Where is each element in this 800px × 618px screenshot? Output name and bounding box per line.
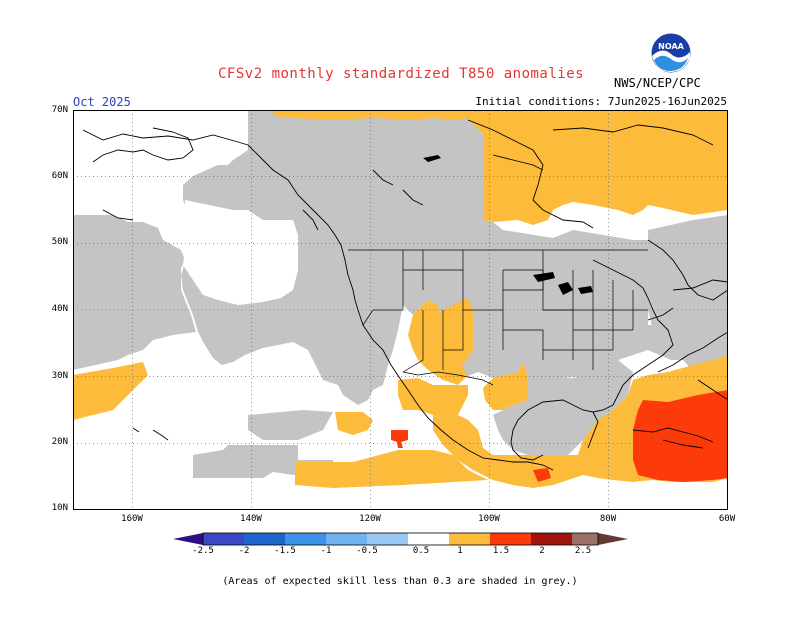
colorbar-label-2: 2: [539, 546, 545, 556]
colorbar-label-1: 1: [457, 546, 463, 556]
colorbar-label-neg2: -2: [238, 546, 250, 556]
colorbar-label-1p5: 1.5: [492, 546, 510, 556]
lon-label-160w: 160W: [121, 514, 143, 524]
map-title: CFSv2 monthly standardized T850 anomalie…: [218, 66, 585, 82]
lon-label-100w: 100W: [478, 514, 500, 524]
lon-label-80w: 80W: [599, 514, 617, 524]
low-skill-shading: [73, 110, 728, 478]
colorbar-label-neg1p5: -1.5: [274, 546, 296, 556]
forecast-month: Oct 2025: [73, 95, 131, 109]
lon-label-60w: 60W: [718, 514, 736, 524]
lakes: [423, 155, 593, 295]
colorbar: [173, 532, 628, 546]
lat-label-60n: 60N: [51, 171, 68, 181]
anomaly-map: [73, 110, 728, 510]
anomaly-1-to-1p5: [391, 390, 728, 482]
lat-label-30n: 30N: [51, 371, 68, 381]
colorbar-label-neg0p5: -0.5: [356, 546, 378, 556]
footnote: (Areas of expected skill less than 0.3 a…: [222, 576, 578, 587]
lat-label-40n: 40N: [51, 304, 68, 314]
lon-label-120w: 120W: [359, 514, 381, 524]
logo-text: NOAA: [658, 42, 684, 51]
lat-label-50n: 50N: [51, 237, 68, 247]
noaa-logo: NOAA: [650, 32, 692, 74]
lat-label-70n: 70N: [51, 105, 68, 115]
map-frame: [73, 110, 728, 510]
colorbar-label-2p5: 2.5: [574, 546, 592, 556]
lat-label-20n: 20N: [51, 437, 68, 447]
agency-label: NWS/NCEP/CPC: [614, 76, 701, 90]
initial-conditions: Initial conditions: 7Jun2025-16Jun2025: [475, 95, 727, 108]
colorbar-label-neg1: -1: [320, 546, 332, 556]
lon-label-140w: 140W: [240, 514, 262, 524]
lat-label-10n: 10N: [51, 503, 68, 513]
coastlines: [82, 119, 728, 471]
colorbar-label-0p5: 0.5: [412, 546, 430, 556]
graticule: [73, 110, 728, 510]
colorbar-label-neg2p5: -2.5: [192, 546, 214, 556]
